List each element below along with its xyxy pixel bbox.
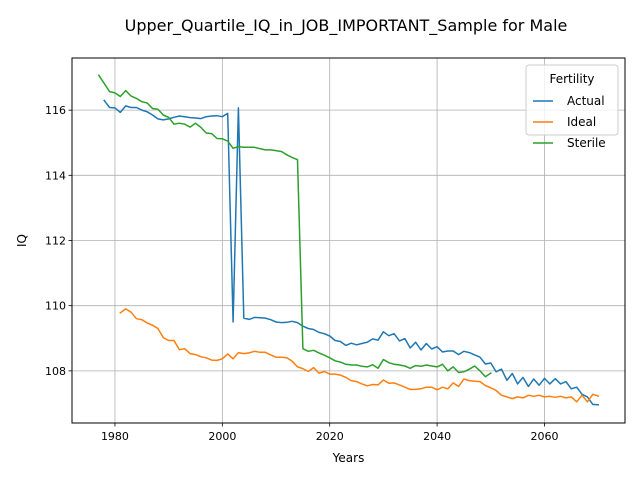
series-line-ideal — [119, 308, 600, 403]
legend-label-sterile: Sterile — [567, 136, 606, 150]
y-axis-ticks: 108 110 112 114 116 — [45, 104, 72, 378]
x-tick-label: 2060 — [530, 430, 558, 443]
chart-title: Upper_Quartile_IQ_in_JOB_IMPORTANT_Sampl… — [125, 16, 568, 36]
legend-label-actual: Actual — [567, 94, 605, 108]
legend: Fertility Actual Ideal Sterile — [525, 64, 619, 150]
series-lines — [97, 74, 600, 406]
y-tick-label: 114 — [45, 169, 66, 182]
x-axis-ticks: 1980 2000 2020 2040 2060 — [101, 423, 558, 443]
x-axis-label: Years — [332, 451, 365, 465]
series-line-actual — [103, 99, 600, 406]
y-axis-label: IQ — [15, 234, 29, 247]
legend-label-ideal: Ideal — [567, 115, 596, 129]
series-line-sterile — [97, 74, 492, 378]
x-tick-label: 2040 — [423, 430, 451, 443]
y-tick-label: 116 — [45, 104, 66, 117]
y-tick-label: 108 — [45, 365, 66, 378]
legend-box — [525, 64, 619, 136]
legend-title: Fertility — [549, 72, 594, 86]
x-tick-label: 1980 — [101, 430, 129, 443]
y-tick-label: 110 — [45, 300, 66, 313]
y-tick-label: 112 — [45, 235, 66, 248]
x-tick-label: 2000 — [208, 430, 236, 443]
x-tick-label: 2020 — [316, 430, 344, 443]
